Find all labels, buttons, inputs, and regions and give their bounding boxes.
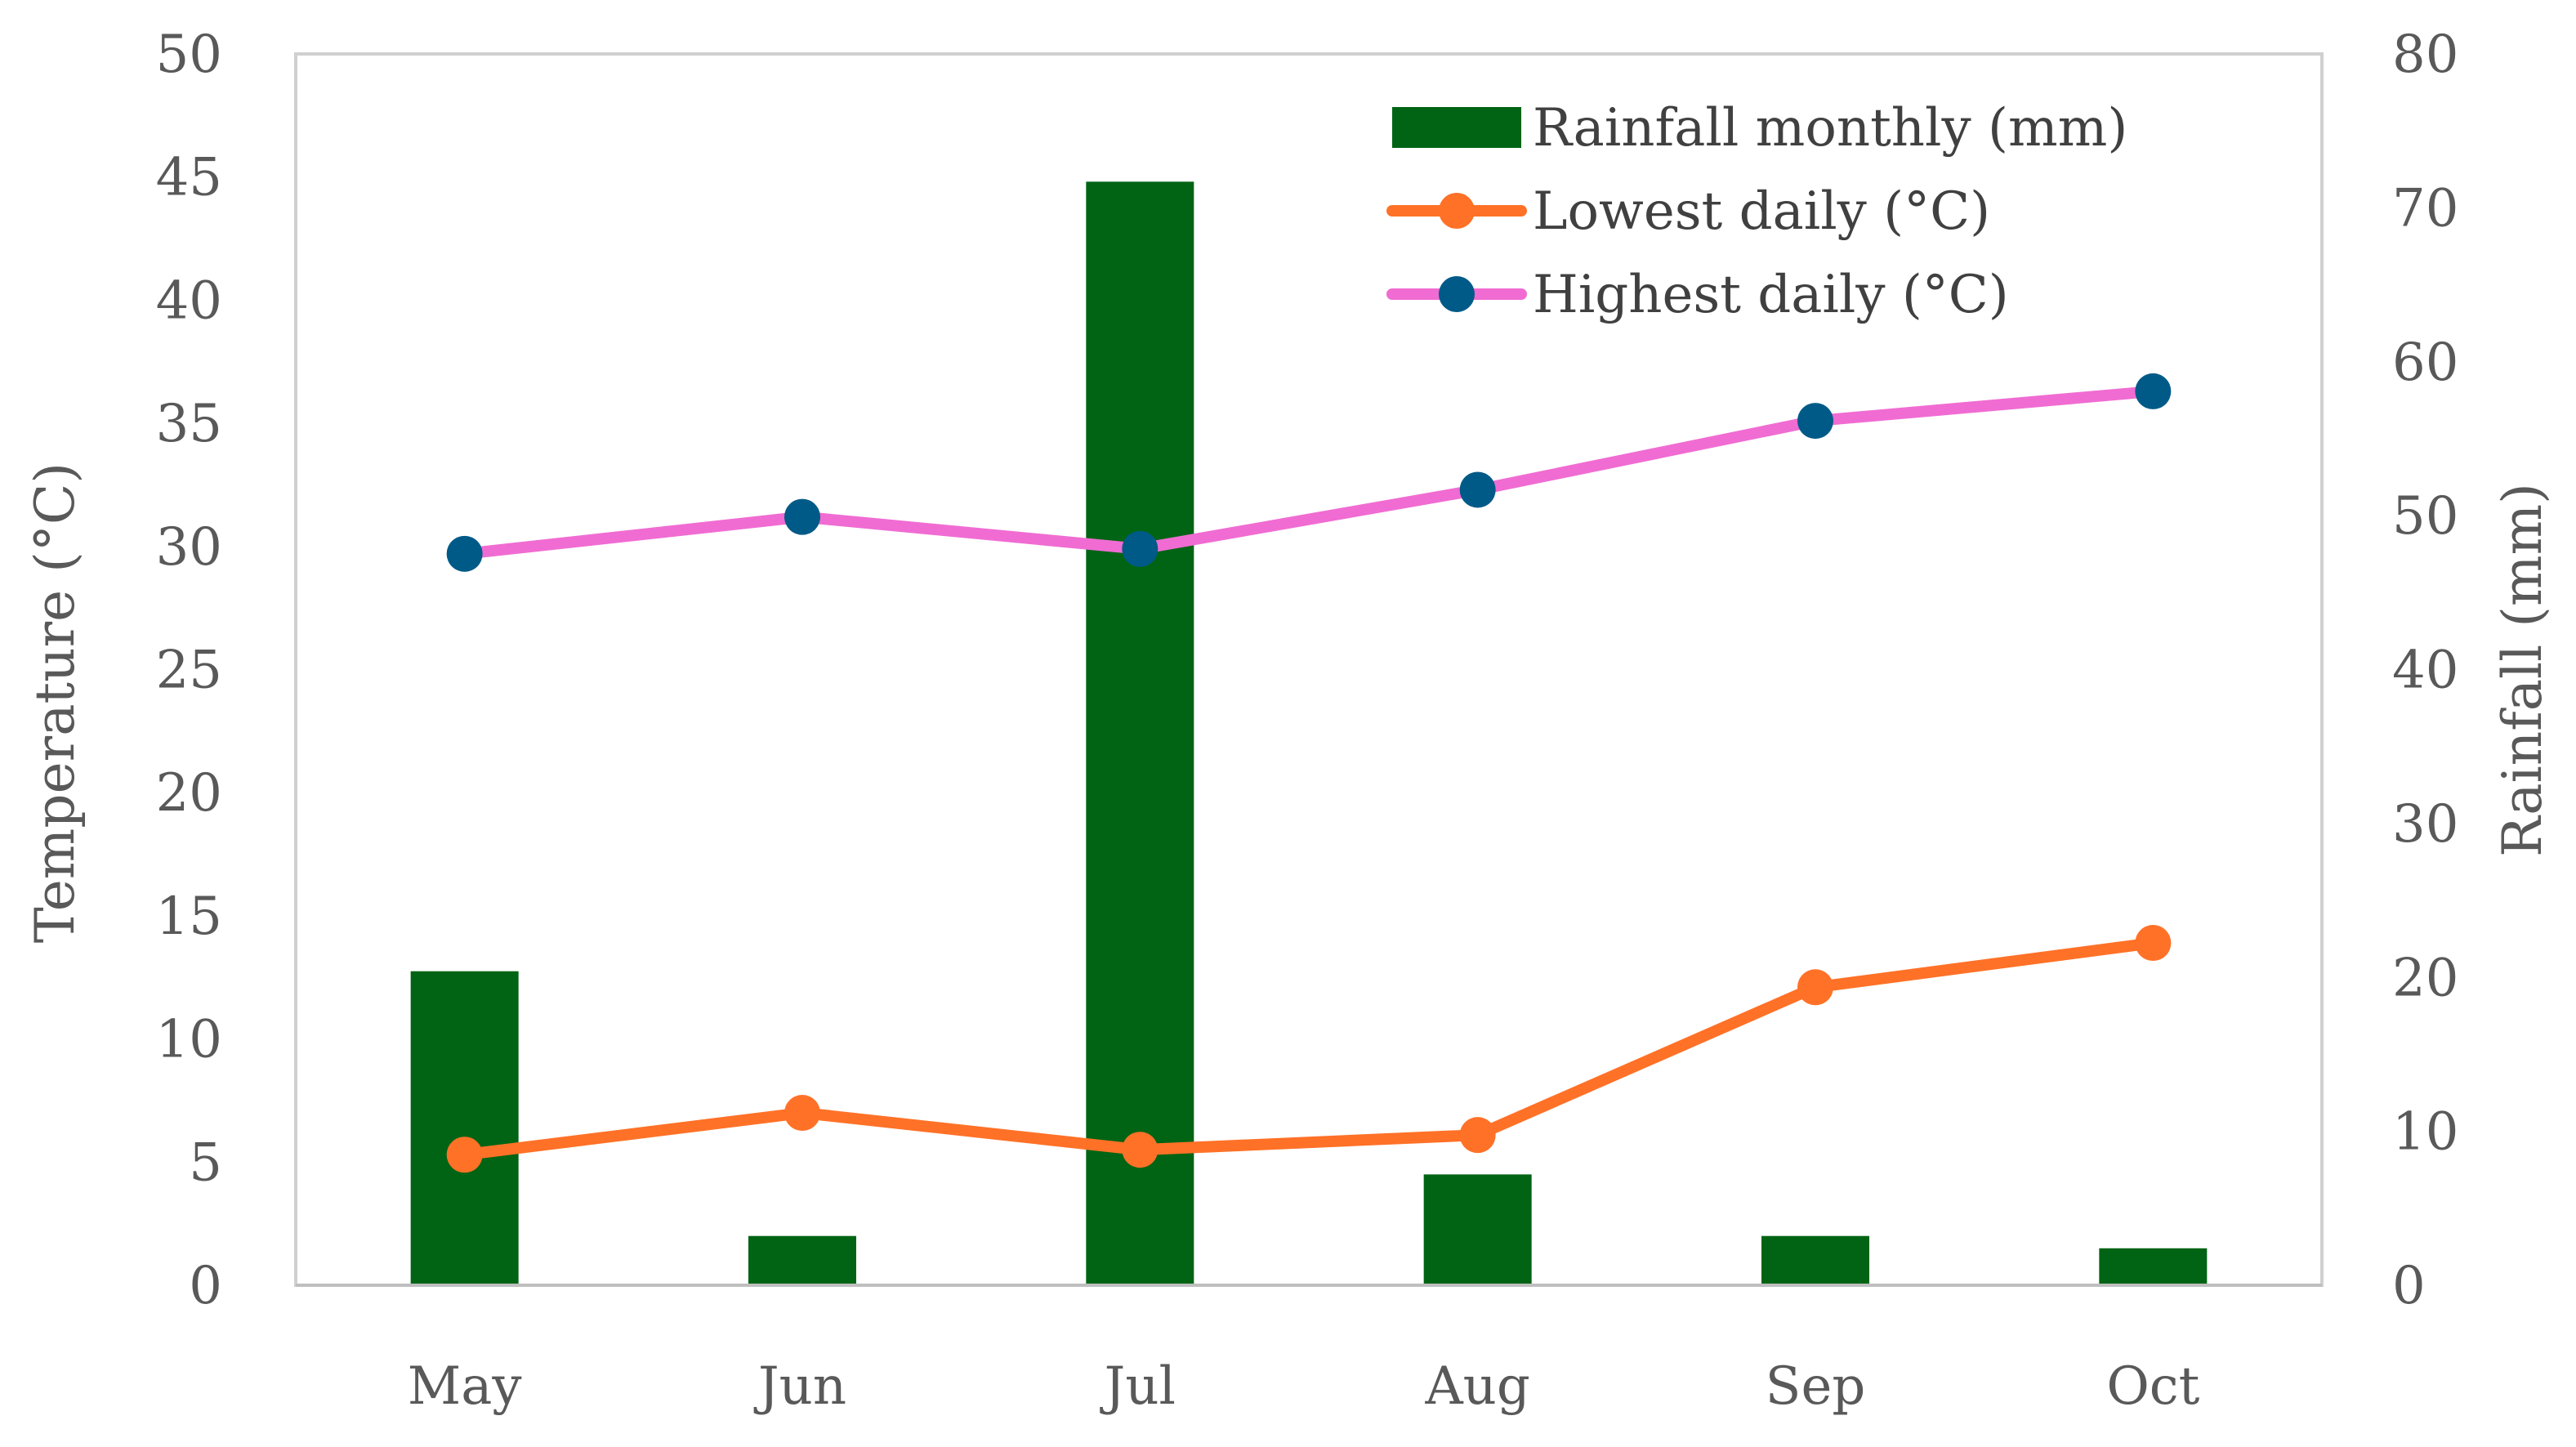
left-tick-label: 20: [156, 763, 222, 824]
y-axis-right-title: Rainfall (mm): [2491, 483, 2554, 857]
plot-area-frame: [294, 52, 2324, 1287]
right-axis-ticks: 0 10 20 30 40 50 60 70 80: [2392, 25, 2458, 1316]
left-tick-label: 30: [156, 517, 222, 578]
point-lowest-jun: [784, 1095, 820, 1132]
temperature-lines: [446, 373, 2172, 1173]
left-tick-label: 50: [156, 25, 222, 85]
line-lowest-daily: [458, 937, 2159, 1161]
bar-rainfall-jun: [748, 1235, 856, 1285]
point-highest-sep: [1797, 403, 1833, 440]
point-highest-aug: [1459, 471, 1496, 508]
right-tick-label: 10: [2392, 1102, 2458, 1163]
left-tick-label: 10: [156, 1010, 222, 1070]
right-tick-label: 70: [2392, 178, 2458, 239]
point-highest-oct: [2135, 373, 2172, 409]
right-tick-label: 80: [2392, 25, 2458, 85]
bar-rainfall-jul: [1086, 181, 1194, 1285]
left-tick-label: 5: [189, 1132, 222, 1193]
left-tick-label: 40: [156, 270, 222, 331]
left-tick-label: 15: [156, 887, 222, 947]
point-lowest-jul: [1122, 1132, 1159, 1168]
point-lowest-may: [446, 1137, 483, 1173]
legend-marker-lowest: [1439, 193, 1475, 229]
legend-label: Lowest daily (°C): [1533, 181, 1990, 242]
right-tick-label: 50: [2392, 486, 2458, 547]
legend-label: Highest daily (°C): [1533, 265, 2009, 325]
right-tick-label: 60: [2392, 333, 2458, 393]
bar-rainfall-may: [410, 971, 519, 1285]
legend-swatch-rainfall: [1392, 107, 1521, 148]
x-tick-label-oct: Oct: [2106, 1356, 2199, 1417]
x-tick-label-jun: Jun: [753, 1356, 846, 1417]
right-tick-label: 40: [2392, 641, 2458, 701]
y-axis-left-title: Temperature (°C): [24, 462, 87, 943]
left-axis-ticks: 0 5 10 15 20 25 30 35 40 45 50: [156, 25, 222, 1316]
right-tick-label: 30: [2392, 794, 2458, 855]
right-tick-label: 0: [2392, 1256, 2426, 1316]
legend-label: Rainfall monthly (mm): [1533, 98, 2127, 159]
line-highest-daily: [458, 385, 2159, 560]
bar-rainfall-aug: [1423, 1174, 1532, 1285]
rainfall-bars: [410, 181, 2208, 1285]
legend-marker-highest: [1439, 276, 1475, 312]
point-highest-jul: [1122, 530, 1159, 567]
right-tick-label: 20: [2392, 948, 2458, 1008]
x-tick-label-aug: Aug: [1424, 1356, 1529, 1417]
point-lowest-sep: [1797, 969, 1833, 1006]
left-tick-label: 0: [189, 1256, 222, 1316]
legend: Rainfall monthly (mm) Lowest daily (°C) Hi…: [1386, 98, 2127, 325]
x-tick-label-may: May: [408, 1356, 522, 1417]
point-lowest-oct: [2135, 925, 2172, 962]
bar-rainfall-sep: [1761, 1235, 1869, 1285]
left-tick-label: 35: [156, 394, 222, 454]
left-tick-label: 45: [156, 148, 222, 208]
left-tick-label: 25: [156, 641, 222, 701]
point-highest-may: [446, 535, 483, 572]
x-tick-label-sep: Sep: [1766, 1356, 1866, 1417]
point-lowest-aug: [1459, 1117, 1496, 1154]
point-highest-jun: [784, 498, 820, 535]
x-tick-label-jul: Jul: [1100, 1356, 1176, 1417]
bar-rainfall-oct: [2099, 1248, 2208, 1285]
x-axis-ticks: May Jun Jul Aug Sep Oct: [408, 1356, 2200, 1417]
